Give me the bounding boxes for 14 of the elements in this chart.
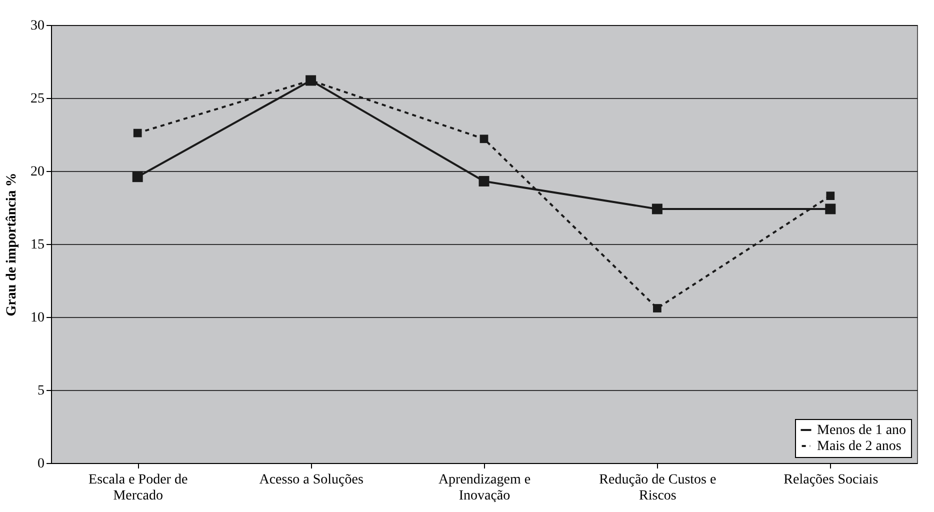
y-tick-label: 20 (30, 164, 44, 180)
y-tick-label: 30 (30, 18, 44, 34)
x-tick-label: Relações Sociais (784, 472, 878, 488)
y-tick-label: 5 (38, 384, 44, 398)
y-tick-label: 25 (30, 92, 44, 106)
y-tick-label: 0 (38, 456, 44, 472)
x-tick-label: Acesso a Soluções (259, 472, 364, 488)
x-tick-label: Redução de Custos e Riscos (599, 472, 716, 504)
legend-label: Mais de 2 anos (817, 439, 902, 454)
legend-label: Menos de 1 ano (817, 423, 906, 438)
y-tick-label: 10 (30, 310, 44, 326)
y-axis-title: Grau de importância % (4, 172, 20, 316)
y-tick-label: 15 (30, 238, 44, 252)
x-tick-label: Escala e Poder de Mercado (88, 472, 188, 504)
